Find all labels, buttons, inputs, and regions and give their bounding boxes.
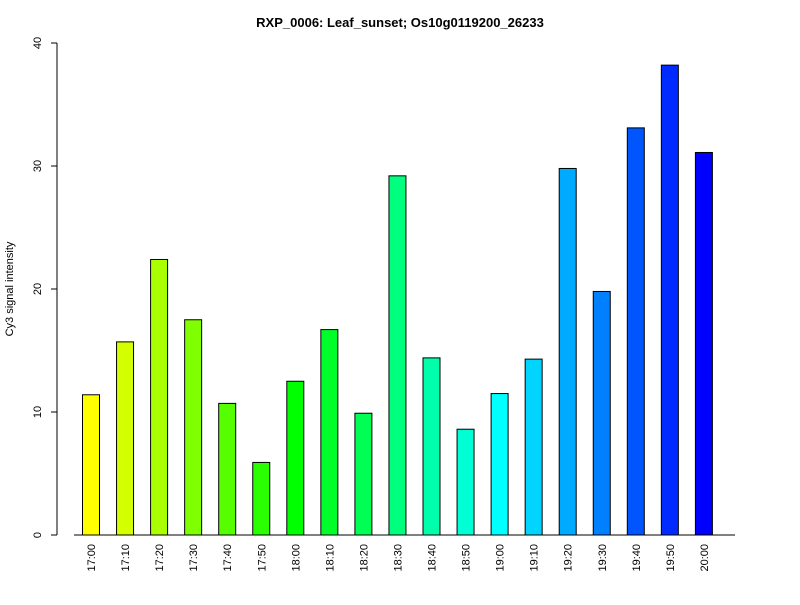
x-tick-label: 17:10 xyxy=(120,544,132,572)
x-tick-label: 18:30 xyxy=(392,544,404,572)
x-tick-label: 20:00 xyxy=(699,544,711,572)
bar xyxy=(388,175,407,536)
x-tick-label: 19:30 xyxy=(597,544,609,572)
x-tick-label: 19:20 xyxy=(563,544,575,572)
bar xyxy=(592,290,611,536)
x-tick-label: 17:20 xyxy=(154,544,166,572)
x-tick-label: 19:10 xyxy=(529,544,541,572)
bar xyxy=(218,402,237,536)
bar xyxy=(660,64,679,536)
x-tick-label: 17:00 xyxy=(86,544,98,572)
bar xyxy=(82,394,100,536)
y-tick-label: 30 xyxy=(32,160,44,172)
bar xyxy=(354,412,373,536)
x-tick-label: 18:40 xyxy=(427,544,439,572)
bar xyxy=(524,358,543,536)
x-tick-label: 19:40 xyxy=(631,544,643,572)
bar xyxy=(694,151,713,536)
x-tick-label: 19:50 xyxy=(665,544,677,572)
y-tick-label: 0 xyxy=(32,532,44,538)
x-tick-label: 17:40 xyxy=(222,544,234,572)
x-tick-label: 18:00 xyxy=(290,544,302,572)
y-axis: 0 10 20 30 40 xyxy=(32,37,58,538)
x-tick-label: 17:30 xyxy=(188,544,200,572)
bar xyxy=(422,357,441,536)
bar xyxy=(456,428,475,536)
x-tick-label: 18:20 xyxy=(358,544,370,572)
bar xyxy=(150,258,169,536)
x-tick-label: 18:10 xyxy=(324,544,336,572)
y-tick-label: 10 xyxy=(32,406,44,418)
bars-group xyxy=(82,64,713,536)
y-axis-label: Cy3 signal intensity xyxy=(4,241,16,336)
x-tick-label: 17:50 xyxy=(256,544,268,572)
bar xyxy=(286,380,305,536)
x-axis: 17:00 17:10 17:20 17:30 17:40 17:50 18:00 18:10… xyxy=(74,534,735,572)
bar xyxy=(184,319,203,536)
bar xyxy=(626,127,645,536)
bar xyxy=(252,461,271,536)
bar xyxy=(490,393,509,536)
x-tick-label: 19:00 xyxy=(495,544,507,572)
chart-title: RXP_0006: Leaf_sunset; Os10g0119200_2623… xyxy=(256,15,544,30)
x-tick-label: 18:50 xyxy=(461,544,473,572)
bar xyxy=(320,329,339,536)
y-tick-label: 40 xyxy=(32,37,44,49)
y-tick-label: 20 xyxy=(32,283,44,295)
bar xyxy=(558,167,577,536)
bar xyxy=(116,341,135,536)
